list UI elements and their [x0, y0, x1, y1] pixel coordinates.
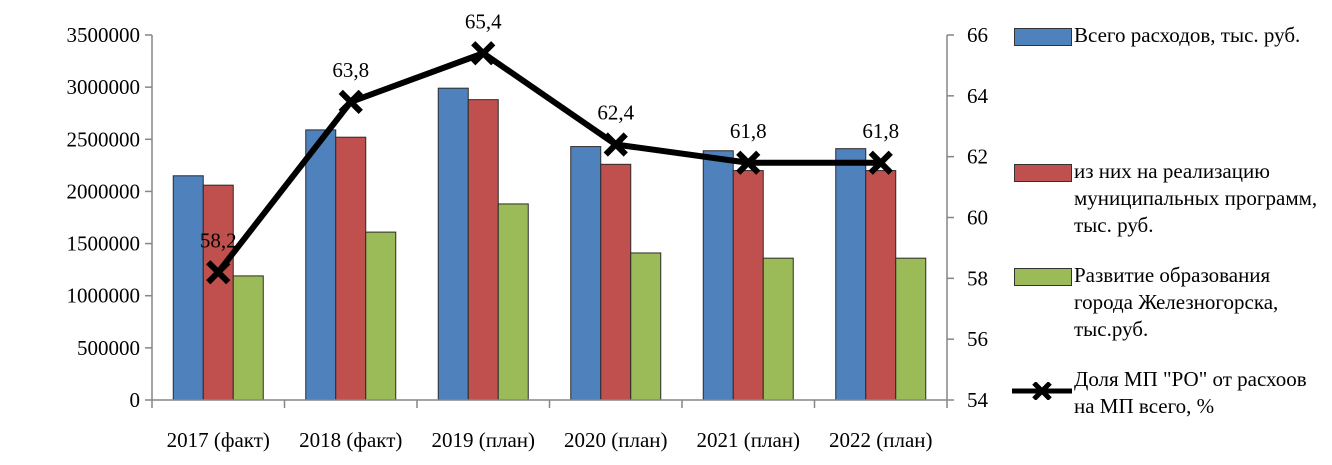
y-right-tick-label: 64 — [967, 84, 989, 108]
y-left-tick-label: 1000000 — [67, 284, 141, 308]
data-label: 62,4 — [597, 101, 634, 125]
line-point-marker — [206, 260, 231, 285]
legend-swatch-green — [1014, 268, 1072, 286]
legend-label: Развитие образования города Железногорск… — [1074, 263, 1279, 341]
legend-label: из них на реализацию муниципальных прогр… — [1074, 159, 1318, 237]
y-left-tick-label: 500000 — [77, 336, 140, 360]
y-left-tick-label: 2500000 — [67, 127, 141, 151]
bar — [895, 257, 927, 401]
legend-swatch-red — [1014, 164, 1072, 182]
y-left-tick-label: 1500000 — [67, 232, 141, 256]
axis-lines — [151, 35, 948, 401]
x-tick-label: 2018 (факт) — [299, 428, 402, 452]
data-label: 58,2 — [200, 228, 237, 252]
series-line — [215, 50, 881, 275]
x-tick-label: 2021 (план) — [696, 428, 800, 452]
data-label: 65,4 — [465, 9, 502, 33]
bar — [497, 203, 529, 401]
x-tick-label: 2017 (факт) — [167, 428, 270, 452]
data-label: 61,8 — [730, 119, 767, 143]
line-point-marker — [736, 150, 761, 175]
legend-swatch-blue — [1014, 28, 1072, 46]
line-point-marker — [868, 150, 893, 175]
y-right-tick-label: 54 — [967, 388, 989, 412]
data-label: 63,8 — [332, 58, 369, 82]
legend-label: Всего расходов, тыс. руб. — [1074, 23, 1301, 47]
y-left-tick-label: 2000000 — [67, 179, 141, 203]
bar — [570, 146, 602, 401]
y-right-tick-label: 66 — [967, 23, 988, 47]
bar — [467, 99, 499, 401]
y-left-axis: 0 500000 1000000 1500000 2000000 2500000 30000… — [67, 23, 152, 412]
y-right-tick-label: 58 — [967, 266, 988, 290]
line-point-marker — [471, 41, 496, 66]
y-left-tick-label: 3000000 — [67, 75, 141, 99]
bar — [202, 184, 234, 401]
bar — [305, 129, 337, 401]
bar — [835, 148, 867, 401]
x-tick-label: 2020 (план) — [564, 428, 668, 452]
bar — [437, 87, 469, 401]
y-right-axis: 54 56 58 60 62 64 66 — [947, 23, 989, 412]
bar — [232, 275, 264, 401]
x-tick-label: 2022 (план) — [829, 428, 933, 452]
bar — [702, 150, 734, 401]
line-series: 58,2 63,8 65,4 62,4 61,8 61,8 — [200, 9, 899, 285]
line-point-marker — [603, 132, 628, 157]
legend-line-marker — [1012, 382, 1072, 400]
bar — [865, 170, 897, 401]
bar — [172, 175, 204, 401]
y-right-tick-label: 56 — [967, 327, 988, 351]
line-point-marker — [338, 89, 363, 115]
x-tick-label: 2019 (план) — [431, 428, 535, 452]
bar — [630, 252, 662, 401]
bar — [732, 170, 764, 401]
y-left-tick-label: 3500000 — [67, 23, 141, 47]
bar-series — [172, 87, 927, 401]
data-label: 61,8 — [862, 119, 899, 143]
bar — [335, 136, 367, 401]
bar — [365, 231, 397, 401]
y-right-tick-label: 60 — [967, 206, 988, 230]
x-axis: 2017 (факт) 2018 (факт) 2019 (план) 2020 (п… — [151, 400, 948, 452]
bar — [762, 257, 794, 401]
bar — [600, 163, 632, 401]
legend-label: Доля МП "РО" от расхоов на МП всего, % — [1074, 367, 1307, 418]
y-left-tick-label: 0 — [130, 388, 141, 412]
y-right-tick-label: 62 — [967, 145, 988, 169]
